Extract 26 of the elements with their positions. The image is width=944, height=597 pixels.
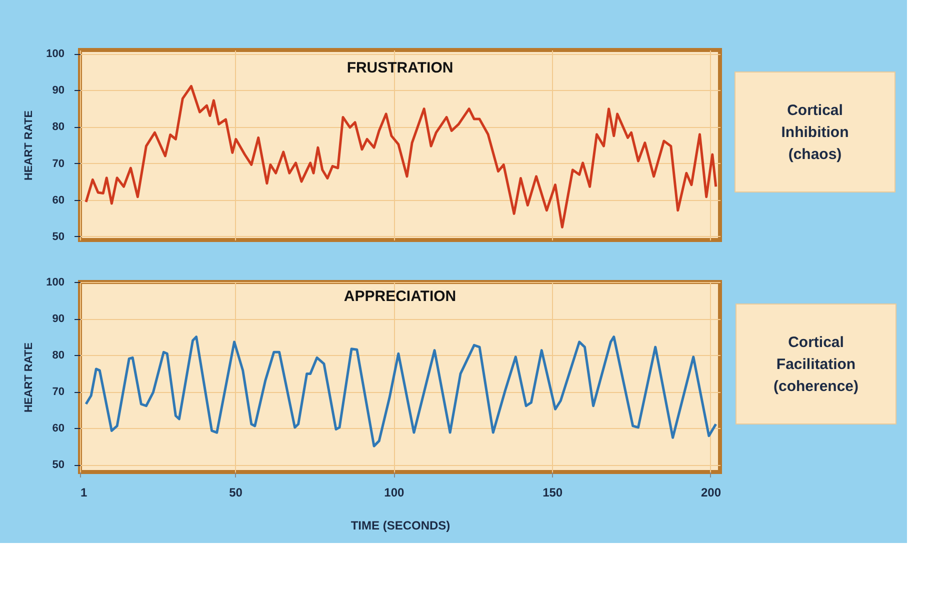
x-tick-label: 100: [384, 486, 404, 500]
y-tick-label: 70: [52, 158, 64, 170]
text: Cortical Inhibition (chaos): [781, 102, 849, 163]
y-tick-label: 50: [52, 459, 64, 472]
y-tick-label: 100: [46, 276, 64, 288]
y-tick-label: 70: [52, 386, 64, 398]
x-tick-label: 50: [229, 486, 243, 500]
y-tick-label: 90: [52, 84, 64, 97]
x-tick-label: 1: [80, 486, 88, 500]
y-tick-label: 80: [52, 121, 64, 134]
x-axis-title: TIME (SECONDS): [350, 518, 450, 532]
y-tick-label: 50: [52, 230, 64, 243]
text: Cortical Facilitation (coherence): [773, 334, 859, 395]
y-axis-title: HEART RATE: [23, 110, 36, 181]
chart-title: APPRECIATION: [344, 288, 456, 305]
text: FRUSTRATION: [346, 60, 454, 77]
line-series: [84, 84, 718, 228]
y-tick-label: 80: [52, 350, 64, 362]
y-tick-label: 100: [46, 48, 64, 60]
x-tick-label: 150: [542, 486, 563, 500]
y-tick-label: 60: [52, 422, 64, 435]
y-tick-label: 60: [52, 194, 64, 206]
y-axis-title: HEART RATE: [23, 342, 36, 413]
line-series: [84, 336, 718, 448]
y-tick-label: 90: [52, 313, 64, 326]
x-tick-label: 200: [700, 486, 722, 500]
